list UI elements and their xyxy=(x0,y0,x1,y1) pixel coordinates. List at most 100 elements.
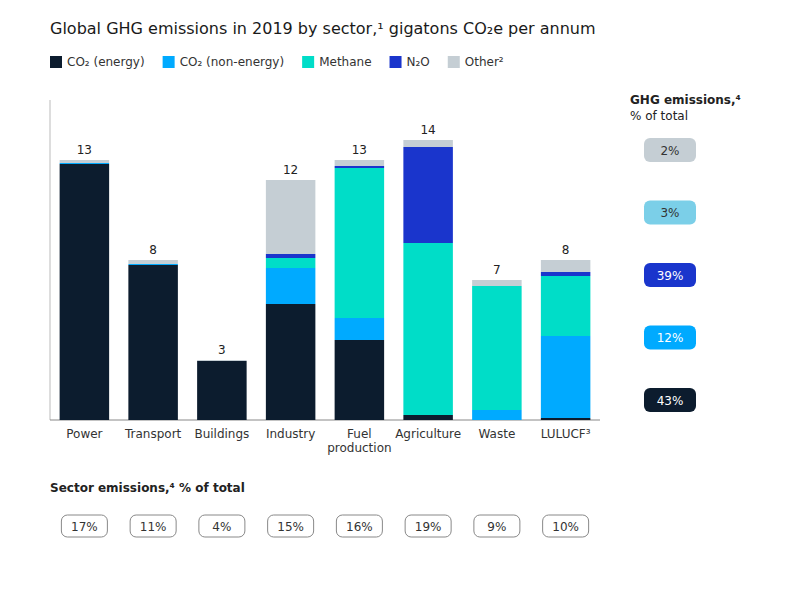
ghg-share-label: 3% xyxy=(660,206,679,220)
legend-swatch xyxy=(50,56,62,68)
x-tick-label: Fuelproduction xyxy=(327,427,391,455)
bar-segment xyxy=(266,304,316,420)
bar-segment xyxy=(266,268,316,304)
total-label: 8 xyxy=(149,243,157,257)
x-tick-label-line: LULUCF³ xyxy=(541,427,591,441)
ghg-share-label: 2% xyxy=(660,144,679,158)
ghg-share-label: 43% xyxy=(657,394,684,408)
bar-segment xyxy=(541,260,591,272)
x-tick-label-line: Fuel xyxy=(347,427,372,441)
total-label: 7 xyxy=(493,263,501,277)
x-tick-label-line: production xyxy=(327,441,391,455)
bar-segment xyxy=(128,265,178,420)
bar-segment xyxy=(60,164,110,420)
ghg-shares: GHG emissions,⁴ % of total 2% 3% 39% 12% 43% xyxy=(630,93,741,412)
total-label: 3 xyxy=(218,343,226,357)
ghg-share-label: 12% xyxy=(657,331,684,345)
bar-segment xyxy=(472,286,522,410)
bar-segment xyxy=(197,361,247,362)
bar-segment xyxy=(266,254,316,258)
chart: Global GHG emissions in 2019 by sector,¹… xyxy=(0,0,800,600)
bar-segment xyxy=(60,160,110,163)
bar-segment xyxy=(60,163,110,164)
total-label: 14 xyxy=(420,123,435,137)
x-tick-label: Waste xyxy=(478,427,515,441)
bar-segment xyxy=(128,260,178,264)
background xyxy=(0,0,800,600)
legend-label: CO₂ (energy) xyxy=(67,55,145,69)
ghg-share-badge xyxy=(644,388,696,412)
totals: 138312131478 xyxy=(77,123,570,357)
sector-share-badge xyxy=(336,515,382,537)
x-tick-label-line: Industry xyxy=(266,427,315,441)
x-tick-label-line: Buildings xyxy=(194,427,249,441)
bar-segment xyxy=(472,280,522,286)
ghg-shares-title: % of total xyxy=(630,109,688,123)
bar-segment xyxy=(541,276,591,336)
sector-share-badge xyxy=(199,515,245,537)
sector-share-label: 16% xyxy=(346,520,373,534)
legend: CO₂ (energy)CO₂ (non-energy)MethaneN₂OOt… xyxy=(50,55,504,69)
ghg-share-badge xyxy=(644,263,696,287)
x-tick-labels: Power Transport Buildings Industry Fuelprodu… xyxy=(66,427,590,455)
legend-swatch xyxy=(390,56,402,68)
sector-share-badge xyxy=(61,515,107,537)
sector-share-label: 9% xyxy=(487,520,506,534)
sector-share-label: 17% xyxy=(71,520,98,534)
bars xyxy=(60,140,591,420)
ghg-share-label: 39% xyxy=(657,269,684,283)
bar-segment xyxy=(541,336,591,418)
bar-segment xyxy=(197,361,247,362)
sector-share-label: 10% xyxy=(552,520,579,534)
legend-swatch xyxy=(448,56,460,68)
total-label: 13 xyxy=(352,143,367,157)
sector-share-badge xyxy=(405,515,451,537)
total-label: 13 xyxy=(77,143,92,157)
sector-share-badge xyxy=(130,515,176,537)
legend-label: N₂O xyxy=(407,55,430,69)
title: Global GHG emissions in 2019 by sector,¹… xyxy=(50,19,596,38)
x-tick-label-line: Agriculture xyxy=(395,427,461,441)
bar-segment xyxy=(541,272,591,276)
bar-segment xyxy=(197,361,247,362)
sector-share-label: 15% xyxy=(277,520,304,534)
legend-label: CO₂ (non-energy) xyxy=(180,55,285,69)
bar-segment xyxy=(472,410,522,420)
x-tick-label: Industry xyxy=(266,427,315,441)
bar-segment xyxy=(403,147,453,243)
x-tick-label-line: Power xyxy=(66,427,102,441)
bar-segment xyxy=(197,360,247,361)
x-tick-label: Agriculture xyxy=(395,427,461,441)
x-tick-label: LULUCF³ xyxy=(541,427,591,441)
total-label: 12 xyxy=(283,163,298,177)
sector-share-badge xyxy=(268,515,314,537)
ghg-shares-title: GHG emissions,⁴ xyxy=(630,93,741,107)
bar-segment xyxy=(197,361,247,420)
legend-swatch xyxy=(163,56,175,68)
bar-segment xyxy=(128,264,178,265)
bar-segment xyxy=(335,160,385,166)
sector-share-badge xyxy=(474,515,520,537)
x-tick-label: Transport xyxy=(124,427,182,441)
bar-segment xyxy=(335,168,385,318)
ghg-share-badge xyxy=(644,201,696,225)
bar-segment xyxy=(403,415,453,420)
sector-share-badge xyxy=(543,515,589,537)
legend-label: Other² xyxy=(465,55,504,69)
bar-segment xyxy=(266,180,316,254)
ghg-share-badge xyxy=(644,138,696,162)
ghg-share-badge xyxy=(644,326,696,350)
bar-segment xyxy=(541,418,591,420)
sector-share-label: 11% xyxy=(140,520,167,534)
sector-shares-title: Sector emissions,⁴ % of total xyxy=(50,481,245,495)
bar-segment xyxy=(335,340,385,420)
bar-segment xyxy=(335,318,385,340)
sector-shares: Sector emissions,⁴ % of total 17% 11% 4% 15%… xyxy=(50,481,589,537)
sector-share-label: 4% xyxy=(212,520,231,534)
bar-segment xyxy=(335,166,385,168)
x-tick-label-line: Waste xyxy=(478,427,515,441)
sector-share-label: 19% xyxy=(415,520,442,534)
legend-swatch xyxy=(302,56,314,68)
bar-segment xyxy=(266,258,316,268)
bar-segment xyxy=(403,140,453,147)
